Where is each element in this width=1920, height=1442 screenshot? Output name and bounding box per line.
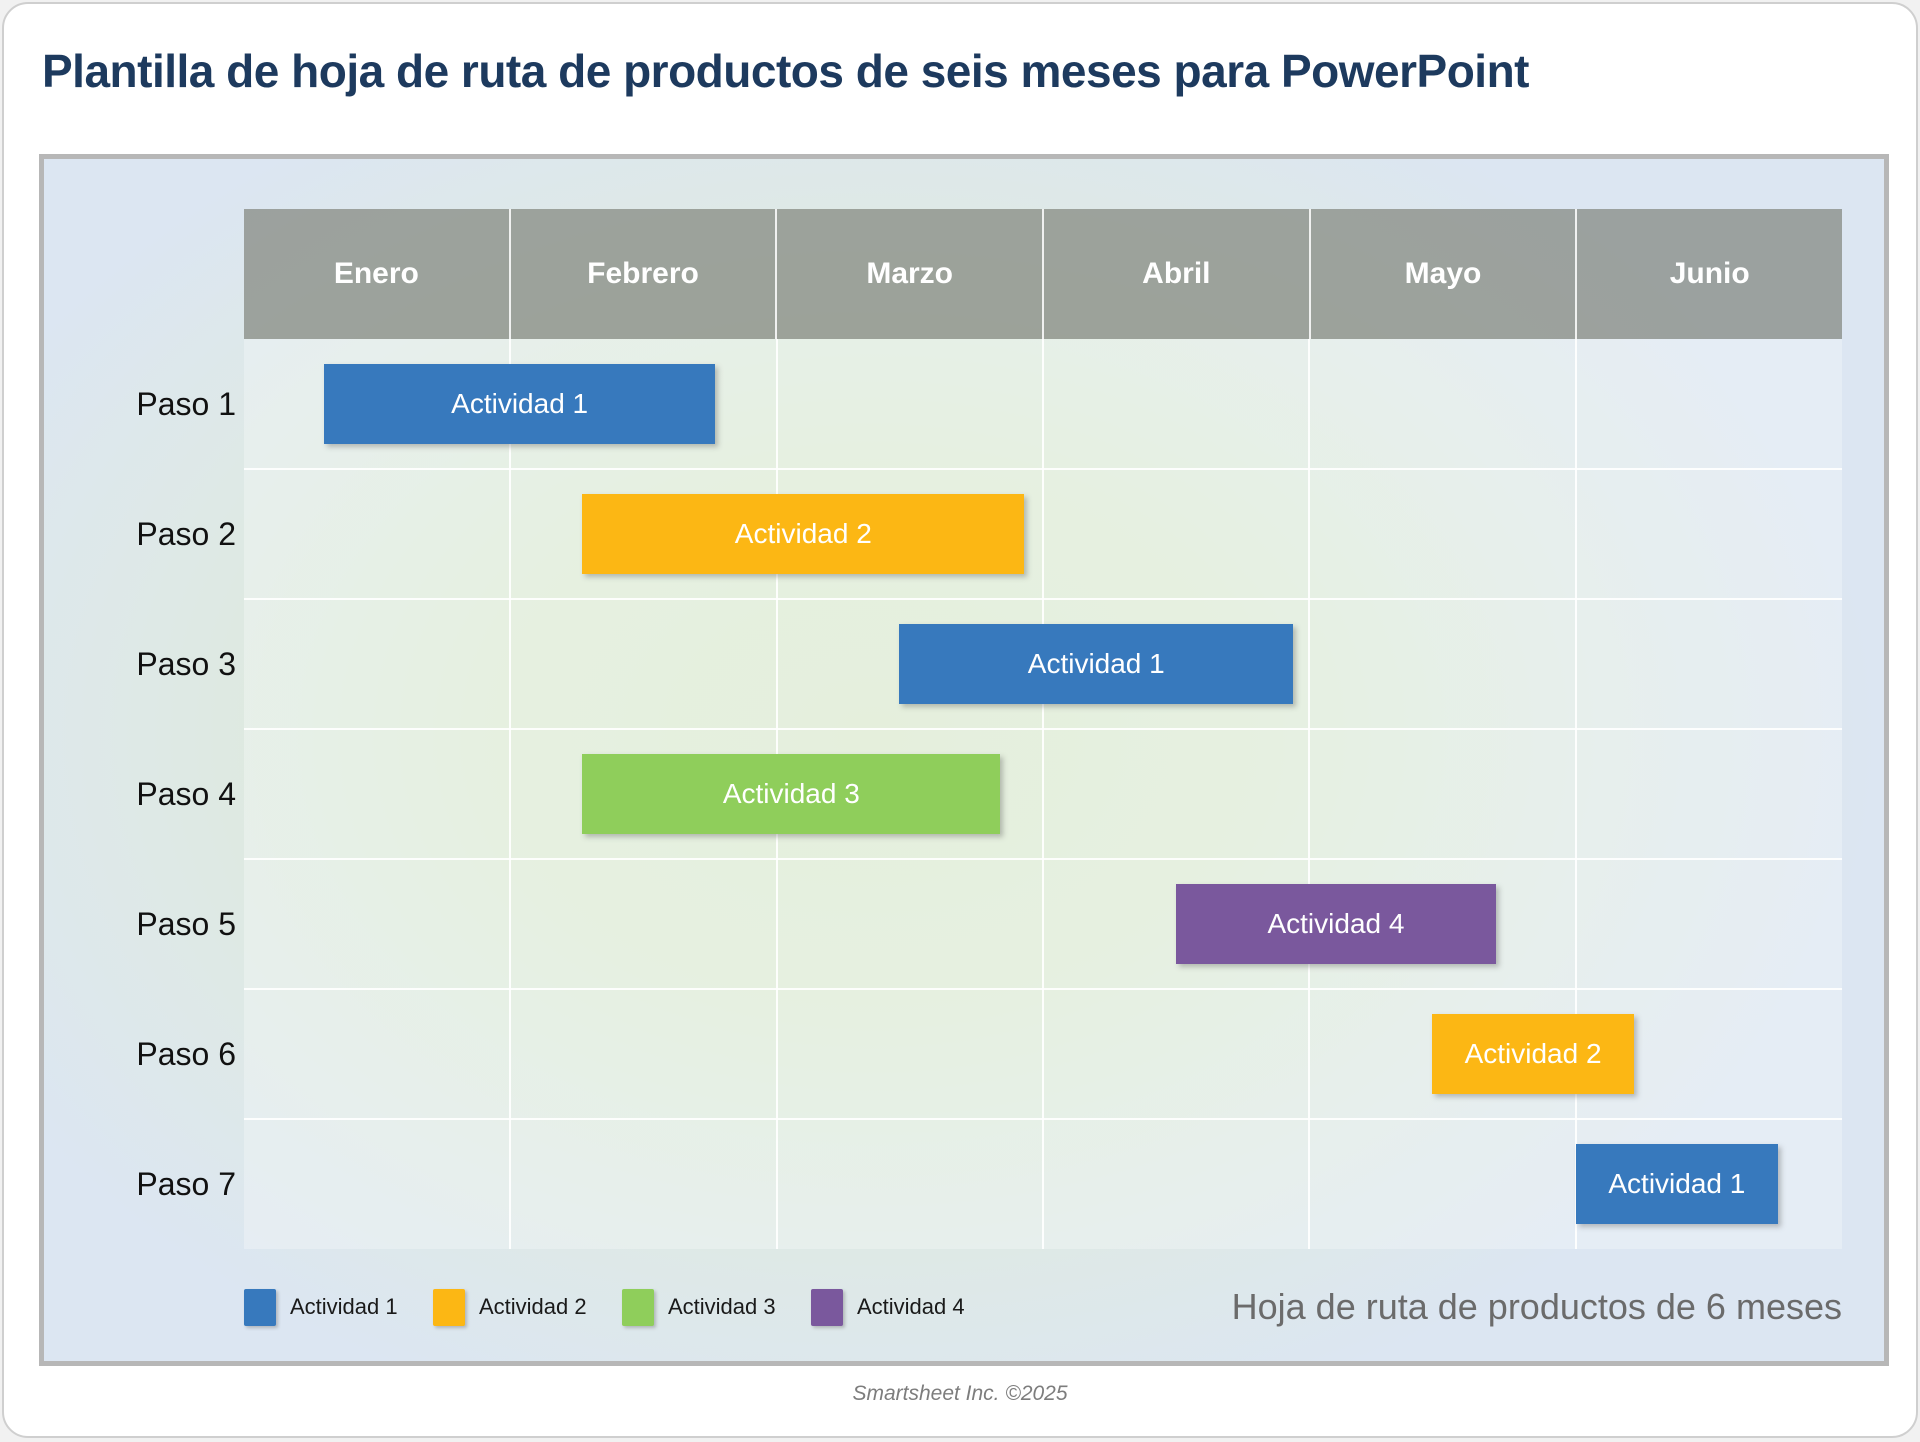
legend: Actividad 1 Actividad 2 Actividad 3 Activid…	[244, 1288, 1000, 1326]
gantt-bar-1: Actividad 1	[323, 364, 716, 444]
row-label-4: Paso 4	[136, 775, 236, 812]
grid-vline	[1308, 339, 1311, 1249]
page-title: Plantilla de hoja de ruta de productos d…	[42, 45, 1530, 97]
row-label-3: Paso 3	[136, 645, 236, 682]
grid-hline	[244, 988, 1842, 990]
gantt-bar-label: Actividad 1	[451, 388, 589, 419]
grid-vline	[1042, 339, 1044, 1249]
roadmap-slide: Enero Febrero Marzo Abril Mayo Junio Paso 1 Pa…	[39, 154, 1889, 1366]
roadmap-chart: Enero Febrero Marzo Abril Mayo Junio Paso 1 Pa…	[44, 159, 1884, 1361]
row-labels-column: Paso 1 Paso 2 Paso 3 Paso 4 Paso 5 Paso 6 Paso…	[44, 339, 244, 1249]
grid-hline	[244, 1118, 1842, 1120]
legend-item: Actividad 2	[433, 1288, 622, 1326]
grid-hline	[244, 468, 1842, 470]
month-header-mayo: Mayo	[1308, 209, 1576, 339]
legend-label: Actividad 1	[290, 1294, 398, 1319]
gantt-bar-label: Actividad 1	[1027, 648, 1165, 679]
row-label-6: Paso 6	[136, 1035, 236, 1072]
month-header-enero: Enero	[333, 257, 419, 290]
grid-hline	[244, 728, 1842, 730]
legend-label: Actividad 4	[857, 1294, 965, 1319]
row-label-5: Paso 5	[136, 905, 236, 942]
legend-swatch	[433, 1288, 465, 1326]
legend-item: Actividad 4	[811, 1288, 1000, 1326]
grid-vline	[1574, 339, 1577, 1249]
legend-swatch	[622, 1288, 654, 1326]
grid-vline	[509, 339, 512, 1249]
gantt-bar-label: Actividad 3	[722, 778, 860, 809]
gantt-bar-label: Actividad 4	[1267, 908, 1405, 939]
copyright-footer: Smartsheet Inc. ©2025	[852, 1382, 1068, 1405]
gantt-bar-label: Actividad 2	[734, 518, 872, 549]
gantt-bar-2: Actividad 2	[582, 494, 1025, 574]
row-label-1: Paso 1	[136, 385, 236, 422]
legend-label: Actividad 3	[668, 1294, 776, 1319]
grid-hline	[244, 598, 1842, 600]
gantt-bar-label: Actividad 2	[1464, 1038, 1602, 1069]
gantt-bar-7: Actividad 1	[1575, 1144, 1779, 1224]
gantt-bar-label: Actividad 1	[1608, 1168, 1746, 1199]
legend-and-caption-row: Actividad 1 Actividad 2 Actividad 3 Activid…	[244, 1271, 1842, 1343]
chart-caption: Hoja de ruta de productos de 6 meses	[1231, 1286, 1842, 1327]
legend-item: Actividad 1	[244, 1288, 433, 1326]
grid-hline	[244, 858, 1842, 860]
legend-item: Actividad 3	[622, 1288, 811, 1326]
legend-swatch	[244, 1288, 276, 1326]
row-label-2: Paso 2	[136, 515, 236, 552]
gantt-bar-3: Actividad 1	[899, 624, 1294, 704]
legend-label: Actividad 2	[479, 1294, 587, 1319]
month-header-junio: Junio	[1575, 209, 1842, 339]
legend-swatch	[811, 1288, 843, 1326]
gantt-bar-6: Actividad 2	[1431, 1014, 1635, 1094]
gantt-bar-5: Actividad 4	[1176, 884, 1496, 964]
gantt-grid: Actividad 1 Actividad 2 Actividad 1 Activid…	[244, 339, 1842, 1249]
month-header-febrero: Febrero	[508, 209, 776, 339]
month-header-abril: Abril	[1042, 209, 1309, 339]
gantt-bar-4: Actividad 3	[582, 754, 1001, 834]
row-label-7: Paso 7	[136, 1165, 236, 1202]
month-header-marzo: Marzo	[775, 209, 1042, 339]
month-header-row: Enero Febrero Marzo Abril Mayo Junio	[244, 209, 1842, 339]
